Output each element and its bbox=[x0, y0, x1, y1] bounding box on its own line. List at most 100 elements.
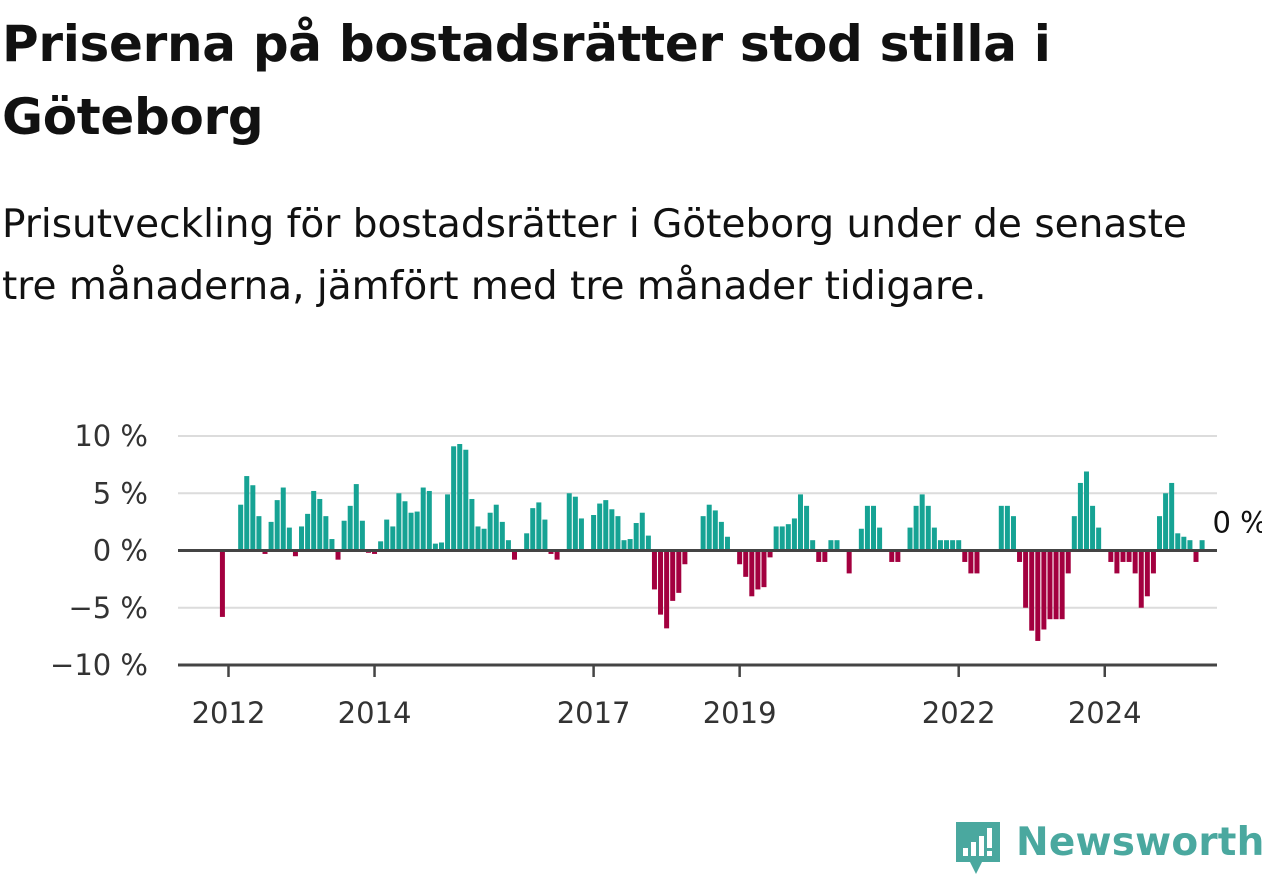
y-tick-label: −5 % bbox=[68, 591, 148, 625]
bar bbox=[712, 510, 718, 551]
bar bbox=[664, 550, 670, 629]
bar bbox=[554, 550, 560, 560]
bar bbox=[292, 550, 298, 557]
bar bbox=[968, 550, 974, 574]
y-tick-label: −10 % bbox=[50, 648, 148, 682]
x-tick-label: 2022 bbox=[922, 696, 996, 730]
bar bbox=[937, 540, 943, 551]
bar bbox=[907, 527, 913, 551]
bar bbox=[505, 540, 511, 551]
bar bbox=[566, 493, 572, 551]
bar bbox=[651, 550, 657, 590]
bar bbox=[1193, 550, 1199, 562]
bar bbox=[1090, 505, 1096, 551]
x-tick-label: 2012 bbox=[192, 696, 266, 730]
bar bbox=[335, 550, 341, 560]
bar bbox=[645, 535, 651, 551]
bar bbox=[828, 540, 834, 551]
bar bbox=[1065, 550, 1071, 574]
bar bbox=[1126, 550, 1132, 562]
bar bbox=[1077, 482, 1083, 551]
bar bbox=[469, 498, 475, 551]
bar bbox=[280, 487, 286, 551]
x-tick-label: 2019 bbox=[703, 696, 777, 730]
bar bbox=[755, 550, 761, 590]
bar bbox=[682, 550, 688, 565]
bar bbox=[286, 527, 292, 551]
x-tick-label: 2014 bbox=[338, 696, 412, 730]
bar bbox=[305, 513, 311, 551]
bar bbox=[481, 528, 487, 551]
bar bbox=[804, 505, 810, 551]
bar bbox=[268, 521, 274, 551]
bar bbox=[548, 550, 554, 554]
x-tick-label: 2024 bbox=[1068, 696, 1142, 730]
bar bbox=[633, 523, 639, 551]
bar bbox=[944, 540, 950, 551]
bar bbox=[445, 494, 451, 551]
bar bbox=[1120, 550, 1126, 562]
bar bbox=[627, 539, 633, 551]
bar bbox=[791, 518, 797, 551]
bar bbox=[311, 490, 317, 551]
bar bbox=[597, 503, 603, 551]
y-axis-ticks: 10 % 5 % 0 % −5 % −10 % bbox=[50, 419, 148, 682]
bar bbox=[864, 505, 870, 551]
y-tick-label: 5 % bbox=[93, 476, 148, 510]
bar bbox=[974, 550, 980, 574]
bar bbox=[426, 490, 432, 551]
bar bbox=[475, 526, 481, 551]
bar bbox=[925, 505, 931, 551]
bar bbox=[238, 504, 244, 551]
bar bbox=[1169, 482, 1175, 551]
bar bbox=[1138, 550, 1144, 608]
bar bbox=[749, 550, 755, 597]
bar bbox=[372, 550, 378, 554]
bar bbox=[877, 527, 883, 551]
bar bbox=[274, 500, 280, 551]
bar bbox=[998, 505, 1004, 551]
bar bbox=[761, 550, 767, 588]
axes bbox=[178, 549, 1217, 667]
bar bbox=[499, 521, 505, 551]
bar bbox=[378, 541, 384, 551]
brand: Newsworthy bbox=[952, 818, 1262, 878]
bar bbox=[1035, 550, 1041, 641]
bar bbox=[919, 494, 925, 551]
bar bbox=[323, 516, 329, 551]
bars bbox=[219, 444, 1205, 641]
bar bbox=[1059, 550, 1065, 620]
bar bbox=[353, 484, 359, 551]
bar-chart: 10 % 5 % 0 % −5 % −10 % 2012 2014 2017 2019 2022… bbox=[50, 419, 1262, 730]
bar bbox=[536, 502, 542, 551]
bar bbox=[299, 526, 305, 551]
bar bbox=[603, 500, 609, 551]
bar bbox=[414, 511, 420, 551]
bar bbox=[244, 476, 250, 551]
bar bbox=[408, 512, 414, 551]
bar bbox=[1144, 550, 1150, 597]
y-tick-label: 10 % bbox=[74, 419, 148, 453]
bar bbox=[737, 550, 743, 565]
brand-name: Newsworthy bbox=[1016, 820, 1262, 865]
bar bbox=[779, 526, 785, 551]
bar bbox=[457, 444, 463, 551]
bar bbox=[396, 493, 402, 551]
page-title: Priserna på bostadsrätter stod stilla i … bbox=[2, 15, 1051, 146]
bar bbox=[1017, 550, 1023, 562]
bar bbox=[250, 485, 256, 551]
bar bbox=[1199, 540, 1205, 551]
bar bbox=[889, 550, 895, 562]
bar bbox=[1108, 550, 1114, 562]
bar bbox=[512, 550, 517, 560]
bar bbox=[1157, 516, 1163, 551]
bar bbox=[962, 550, 968, 562]
bar bbox=[858, 528, 864, 551]
page-subtitle: Prisutveckling för bostadsrätter i Göteb… bbox=[2, 202, 1187, 309]
bar bbox=[219, 550, 225, 617]
bar bbox=[773, 526, 779, 551]
bar bbox=[359, 520, 365, 551]
bar bbox=[846, 550, 852, 574]
bar bbox=[432, 543, 438, 551]
bar bbox=[834, 540, 840, 551]
